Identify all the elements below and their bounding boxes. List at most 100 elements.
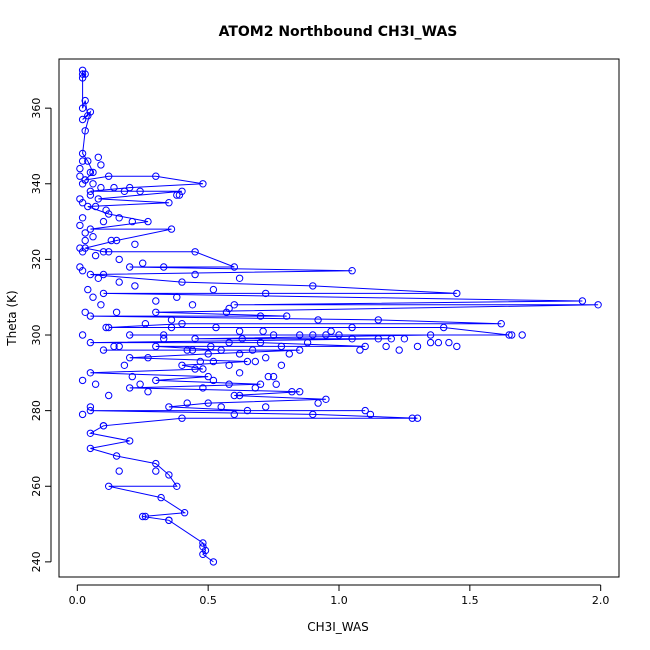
data-point xyxy=(99,289,108,298)
y-tick-label: 240 xyxy=(30,551,43,572)
data-point xyxy=(86,225,95,233)
x-axis-label: CH3I_WAS xyxy=(307,620,369,634)
data-point xyxy=(120,187,129,196)
data-point xyxy=(131,240,139,249)
y-tick-label: 260 xyxy=(30,476,43,497)
data-point xyxy=(115,214,123,222)
data-point xyxy=(86,444,95,453)
data-point xyxy=(126,331,134,339)
data-point xyxy=(78,199,87,207)
data-point xyxy=(76,263,84,271)
data-point xyxy=(243,357,252,366)
y-tick-label: 300 xyxy=(30,325,43,346)
data-point xyxy=(112,308,121,316)
y-axis-label: Theta (K) xyxy=(5,290,19,346)
data-point xyxy=(322,395,330,403)
chart-title: ATOM2 Northbound CH3I_WAS xyxy=(219,24,458,40)
data-point xyxy=(91,202,100,211)
data-point xyxy=(141,512,150,521)
data-point xyxy=(105,248,113,256)
data-point xyxy=(167,323,176,332)
data-point xyxy=(175,191,184,199)
data-point xyxy=(235,369,244,377)
data-point xyxy=(277,342,286,351)
data-point xyxy=(178,414,186,422)
data-point xyxy=(97,301,105,309)
data-point xyxy=(191,248,199,256)
data-point xyxy=(335,331,343,339)
data-point xyxy=(76,164,84,173)
data-point xyxy=(86,191,95,199)
data-point xyxy=(78,104,87,112)
data-point xyxy=(84,112,92,120)
x-tick-label: 2.0 xyxy=(592,594,610,607)
data-point xyxy=(115,255,123,264)
data-point xyxy=(256,312,265,320)
y-tick-label: 320 xyxy=(30,249,43,270)
data-point xyxy=(199,365,207,373)
data-point xyxy=(225,380,233,388)
data-point xyxy=(84,285,92,294)
data-point xyxy=(445,338,453,347)
data-point xyxy=(382,342,390,351)
data-point xyxy=(91,380,100,388)
data-point xyxy=(99,422,108,430)
data-point xyxy=(131,282,139,290)
data-point xyxy=(209,376,218,385)
data-point xyxy=(361,406,369,415)
data-point xyxy=(120,361,129,369)
data-point xyxy=(296,346,304,354)
data-point xyxy=(173,191,181,199)
data-point xyxy=(505,331,513,339)
data-point xyxy=(222,308,231,316)
data-point xyxy=(578,297,587,305)
series-layer xyxy=(76,66,602,566)
data-point xyxy=(188,346,197,354)
data-point xyxy=(78,66,87,75)
data-point xyxy=(91,251,100,260)
data-point xyxy=(199,384,207,392)
data-point xyxy=(230,301,239,309)
data-point xyxy=(89,180,97,188)
data-point xyxy=(97,161,105,169)
data-point xyxy=(115,467,123,475)
data-point xyxy=(86,108,95,116)
data-point xyxy=(86,406,95,415)
data-point xyxy=(165,199,173,207)
data-point xyxy=(217,346,225,354)
data-point xyxy=(230,391,239,400)
data-point xyxy=(78,180,87,188)
data-point xyxy=(309,331,317,339)
data-point xyxy=(395,346,403,354)
data-point xyxy=(217,403,225,411)
data-point xyxy=(152,467,160,475)
data-point xyxy=(89,293,97,301)
data-point xyxy=(86,403,95,411)
data-point xyxy=(204,350,212,358)
data-point xyxy=(178,278,186,286)
data-point xyxy=(272,380,280,388)
data-point xyxy=(81,70,89,78)
data-point xyxy=(235,327,244,335)
y-tick-label: 280 xyxy=(30,400,43,421)
data-point xyxy=(374,316,382,324)
data-point xyxy=(183,346,191,354)
data-point xyxy=(209,285,218,294)
data-point xyxy=(322,331,330,339)
data-point xyxy=(84,202,92,211)
data-point xyxy=(89,168,97,177)
data-point xyxy=(128,372,137,381)
data-point xyxy=(105,482,113,490)
data-point xyxy=(387,335,395,343)
data-point xyxy=(283,312,291,320)
data-point xyxy=(251,384,260,392)
data-point xyxy=(594,301,602,309)
data-point xyxy=(204,399,212,407)
data-point xyxy=(235,350,244,358)
data-point xyxy=(99,217,108,226)
data-point xyxy=(86,429,95,437)
data-point xyxy=(112,236,121,245)
data-point xyxy=(296,331,304,339)
data-point xyxy=(230,263,239,271)
